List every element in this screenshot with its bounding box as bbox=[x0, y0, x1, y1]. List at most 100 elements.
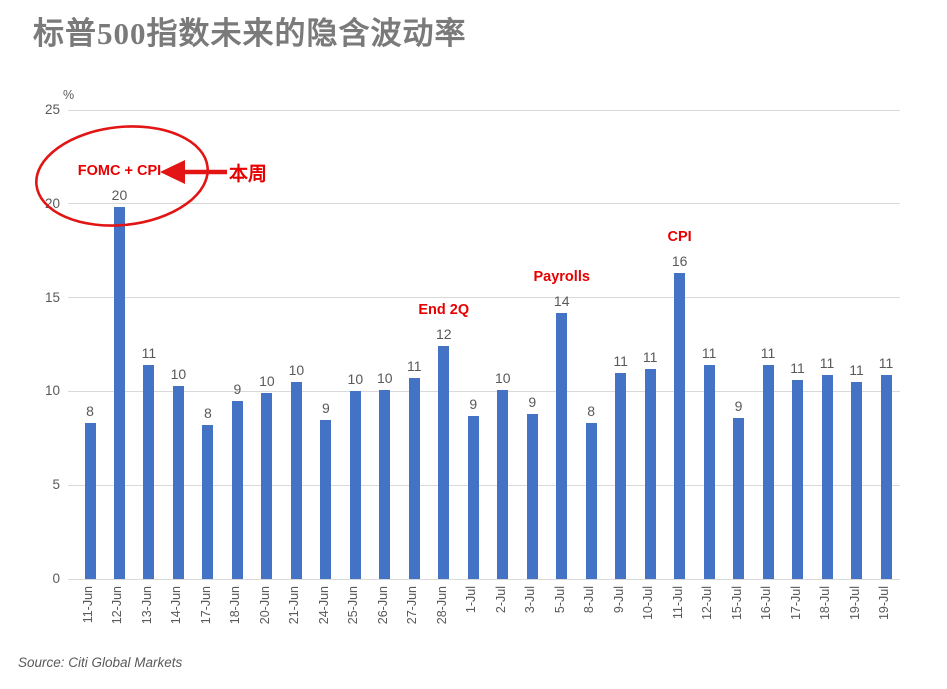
x-axis-tick-12-Jun: 12-Jun bbox=[110, 586, 125, 625]
bar-value-label-12-Jul: 11 bbox=[701, 345, 717, 362]
bar-1-Jul bbox=[467, 415, 479, 579]
bar-26-Jun bbox=[379, 389, 391, 579]
y-axis-tick-5: 5 bbox=[52, 477, 60, 493]
bar-value-label-20-Jun: 10 bbox=[259, 373, 275, 390]
bar-value-label-16-Jul: 11 bbox=[760, 345, 776, 362]
bar-value-label-18-Jul: 11 bbox=[819, 354, 835, 371]
source-attribution: Source: Citi Global Markets bbox=[18, 655, 183, 670]
x-axis-tick-20-Jun: 20-Jun bbox=[257, 586, 272, 625]
event-annotation-payrolls: Payrolls bbox=[533, 268, 590, 285]
bar-15-Jul bbox=[733, 417, 745, 579]
x-axis-tick-18-Jun: 18-Jun bbox=[228, 586, 243, 625]
event-annotation-cpi: CPI bbox=[667, 229, 692, 246]
bar-10-Jul bbox=[644, 368, 656, 579]
bar-24-Jun bbox=[320, 419, 332, 579]
bar-value-label-11-Jul: 16 bbox=[671, 253, 688, 270]
bar-17-Jul bbox=[792, 380, 804, 579]
bar-21-Jun bbox=[290, 382, 302, 579]
bar-value-label-26-Jun: 10 bbox=[377, 369, 393, 386]
bar-28-Jun bbox=[438, 346, 450, 579]
bar-value-label-3-Jul: 9 bbox=[528, 393, 537, 410]
bar-11-Jun bbox=[84, 423, 96, 579]
bar-13-Jun bbox=[143, 365, 155, 579]
x-axis-tick-18-Jul: 18-Jul bbox=[818, 586, 833, 621]
x-axis-tick-25-Jun: 25-Jun bbox=[346, 586, 361, 625]
gridline-25 bbox=[68, 109, 900, 111]
bar-17-Jun bbox=[202, 425, 214, 579]
bar-12-Jul bbox=[703, 365, 715, 579]
bar-value-label-21-Jun: 10 bbox=[288, 362, 305, 379]
x-axis-tick-21-Jun: 21-Jun bbox=[287, 586, 302, 625]
x-axis-tick-5-Jul: 5-Jul bbox=[552, 586, 567, 614]
x-axis-tick-1-Jul: 1-Jul bbox=[464, 586, 479, 614]
bar-18-Jul bbox=[821, 374, 833, 579]
bar-12-Jun bbox=[113, 206, 125, 579]
bar-8-Jul bbox=[585, 423, 597, 579]
bar-value-label-8-Jul: 8 bbox=[587, 403, 596, 420]
x-axis-tick-16-Jul: 16-Jul bbox=[759, 586, 774, 621]
bar-27-Jun bbox=[408, 378, 420, 579]
gridline-15 bbox=[68, 297, 900, 299]
bar-value-label-18-Jun: 9 bbox=[233, 380, 242, 397]
x-axis-tick-19-Jul: 19-Jul bbox=[847, 586, 862, 621]
x-axis-tick-28-Jun: 28-Jun bbox=[434, 586, 449, 625]
event-annotation-fomc-cpi: FOMC + CPI bbox=[77, 162, 162, 179]
gridline-0 bbox=[68, 578, 900, 580]
bar-value-label-19-Jul: 11 bbox=[878, 355, 894, 372]
bar-value-label-2-Jul: 10 bbox=[494, 369, 511, 386]
x-axis-tick-13-Jun: 13-Jun bbox=[139, 586, 154, 625]
bar-2-Jul bbox=[497, 389, 509, 579]
bar-19-Jul bbox=[851, 382, 863, 579]
x-axis-tick-19-Jul: 19-Jul bbox=[877, 586, 891, 621]
bar-value-label-12-Jun: 20 bbox=[111, 186, 128, 203]
bar-value-label-25-Jun: 10 bbox=[347, 371, 364, 388]
bar-5-Jul bbox=[556, 312, 568, 579]
x-axis-tick-8-Jul: 8-Jul bbox=[582, 586, 597, 614]
x-axis-tick-12-Jul: 12-Jul bbox=[700, 586, 715, 621]
bar-value-label-14-Jun: 10 bbox=[170, 365, 187, 382]
bar-value-label-10-Jul: 11 bbox=[642, 348, 658, 365]
bar-11-Jul bbox=[674, 273, 686, 579]
bar-value-label-11-Jun: 8 bbox=[86, 403, 94, 420]
x-axis-tick-15-Jul: 15-Jul bbox=[729, 586, 744, 621]
bar-16-Jul bbox=[762, 365, 774, 579]
bar-value-label-13-Jun: 11 bbox=[141, 345, 157, 362]
bar-value-label-9-Jul: 11 bbox=[613, 352, 628, 369]
x-axis-tick-24-Jun: 24-Jun bbox=[316, 586, 331, 625]
callout-label: 本周 bbox=[229, 164, 268, 185]
y-axis-unit-label: % bbox=[63, 88, 75, 102]
bar-9-Jul bbox=[615, 372, 627, 579]
bar-value-label-17-Jun: 8 bbox=[204, 405, 212, 422]
bar-value-label-15-Jul: 9 bbox=[734, 397, 743, 414]
x-axis-tick-3-Jul: 3-Jul bbox=[523, 586, 538, 614]
x-axis-tick-17-Jun: 17-Jun bbox=[198, 586, 213, 625]
x-axis-tick-26-Jun: 26-Jun bbox=[375, 586, 390, 625]
bar-value-label-17-Jul: 11 bbox=[790, 360, 805, 377]
bar-14-Jun bbox=[172, 385, 184, 579]
page-title: 标普500指数未来的隐含波动率 bbox=[33, 16, 467, 51]
bar-18-Jun bbox=[231, 400, 243, 579]
x-axis-tick-10-Jul: 10-Jul bbox=[641, 586, 656, 621]
bar-19-Jul bbox=[880, 375, 892, 579]
gridline-10 bbox=[68, 390, 900, 392]
bar-25-Jun bbox=[349, 391, 361, 579]
y-axis-tick-0: 0 bbox=[52, 571, 60, 586]
x-axis-tick-11-Jul: 11-Jul bbox=[670, 586, 685, 620]
bar-20-Jun bbox=[261, 393, 273, 579]
x-axis-tick-9-Jul: 9-Jul bbox=[611, 586, 626, 614]
bar-value-label-5-Jul: 14 bbox=[553, 292, 570, 309]
x-axis-tick-11-Jun: 11-Jun bbox=[81, 586, 95, 624]
y-axis-tick-10: 10 bbox=[44, 383, 60, 399]
bar-value-label-28-Jun: 12 bbox=[435, 326, 452, 343]
bar-value-label-19-Jul: 11 bbox=[849, 362, 864, 379]
bar-value-label-1-Jul: 9 bbox=[469, 395, 478, 412]
y-axis-tick-25: 25 bbox=[44, 102, 60, 117]
x-axis-tick-27-Jun: 27-Jun bbox=[405, 586, 420, 625]
bar-value-label-27-Jun: 11 bbox=[407, 358, 422, 375]
bar-value-label-24-Jun: 9 bbox=[321, 399, 330, 416]
x-axis-tick-17-Jul: 17-Jul bbox=[788, 586, 803, 621]
event-annotation-end-2q: End 2Q bbox=[418, 302, 470, 319]
bar-3-Jul bbox=[526, 413, 538, 579]
y-axis-tick-15: 15 bbox=[44, 289, 60, 305]
